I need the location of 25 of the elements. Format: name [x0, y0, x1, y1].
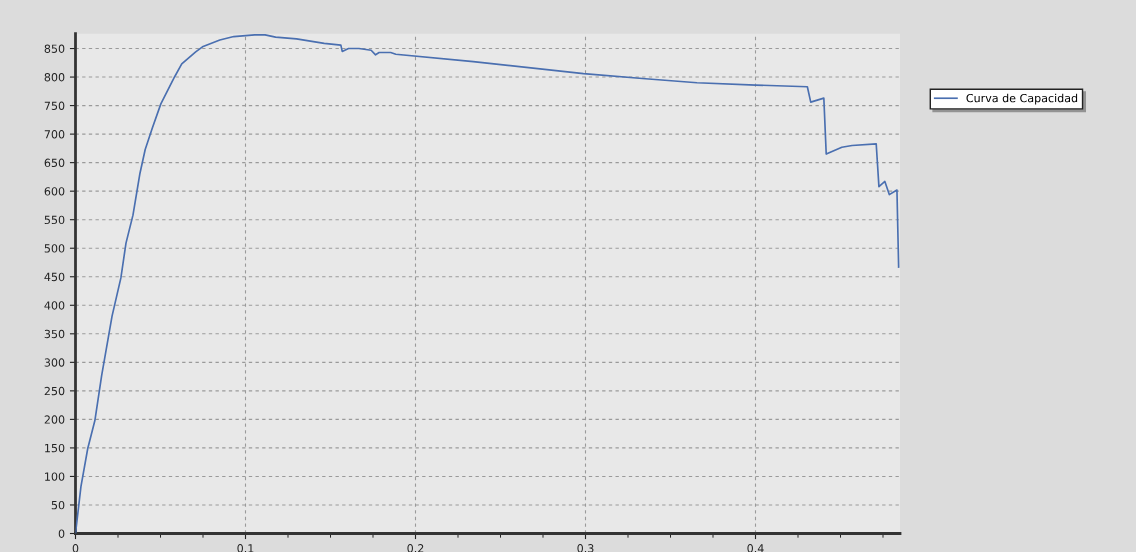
y-tick-label: 100 [45, 472, 65, 481]
legend-label: Curva de Capacidad [966, 93, 1078, 105]
x-tick-label: 0 [72, 544, 79, 552]
y-tick-label: 450 [44, 272, 65, 282]
y-tick-label: 800 [44, 73, 65, 82]
y-tick-label: 850 [44, 44, 65, 53]
y-tick-label: 600 [44, 187, 65, 196]
y-tick-label: 500 [44, 244, 65, 253]
y-tick-label: 650 [44, 158, 65, 168]
y-tick-label: 300 [44, 358, 65, 367]
y-tick-label: 0 [58, 529, 65, 538]
y-tick-label: 400 [44, 301, 65, 310]
y-tick-label: 350 [44, 329, 65, 339]
y-tick-label: 700 [44, 130, 65, 139]
y-tick-label: 50 [51, 500, 65, 510]
x-tick-label: 0.4 [747, 544, 764, 552]
x-tick-label: 0.2 [407, 544, 424, 552]
y-tick-label: 750 [44, 101, 65, 110]
x-tick-label: 0.3 [577, 544, 594, 552]
x-tick-label: 0.1 [237, 544, 254, 552]
y-tick-label: 250 [44, 386, 65, 396]
y-tick-label: 150 [45, 443, 65, 453]
y-tick-label: 200 [44, 415, 65, 424]
y-tick-label: 550 [44, 215, 65, 225]
line-series [75, 34, 900, 534]
